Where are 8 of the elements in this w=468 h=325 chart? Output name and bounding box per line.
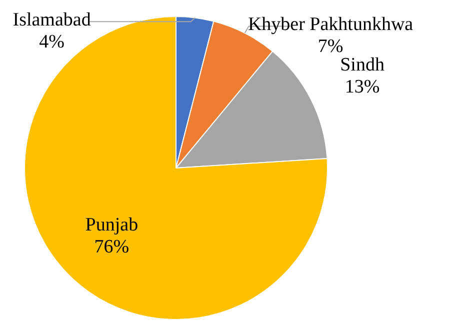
slice-label: Islamabad (12, 10, 92, 31)
slice-label: Punjab (85, 214, 138, 236)
data-label: 7% (318, 36, 344, 58)
data-label: 76% (94, 236, 130, 258)
slice-label: Sindh (340, 54, 385, 76)
data-label: 13% (344, 76, 380, 98)
slice-label: Khyber Pakhtunkhwa (248, 14, 414, 36)
data-label: 4% (39, 32, 65, 53)
